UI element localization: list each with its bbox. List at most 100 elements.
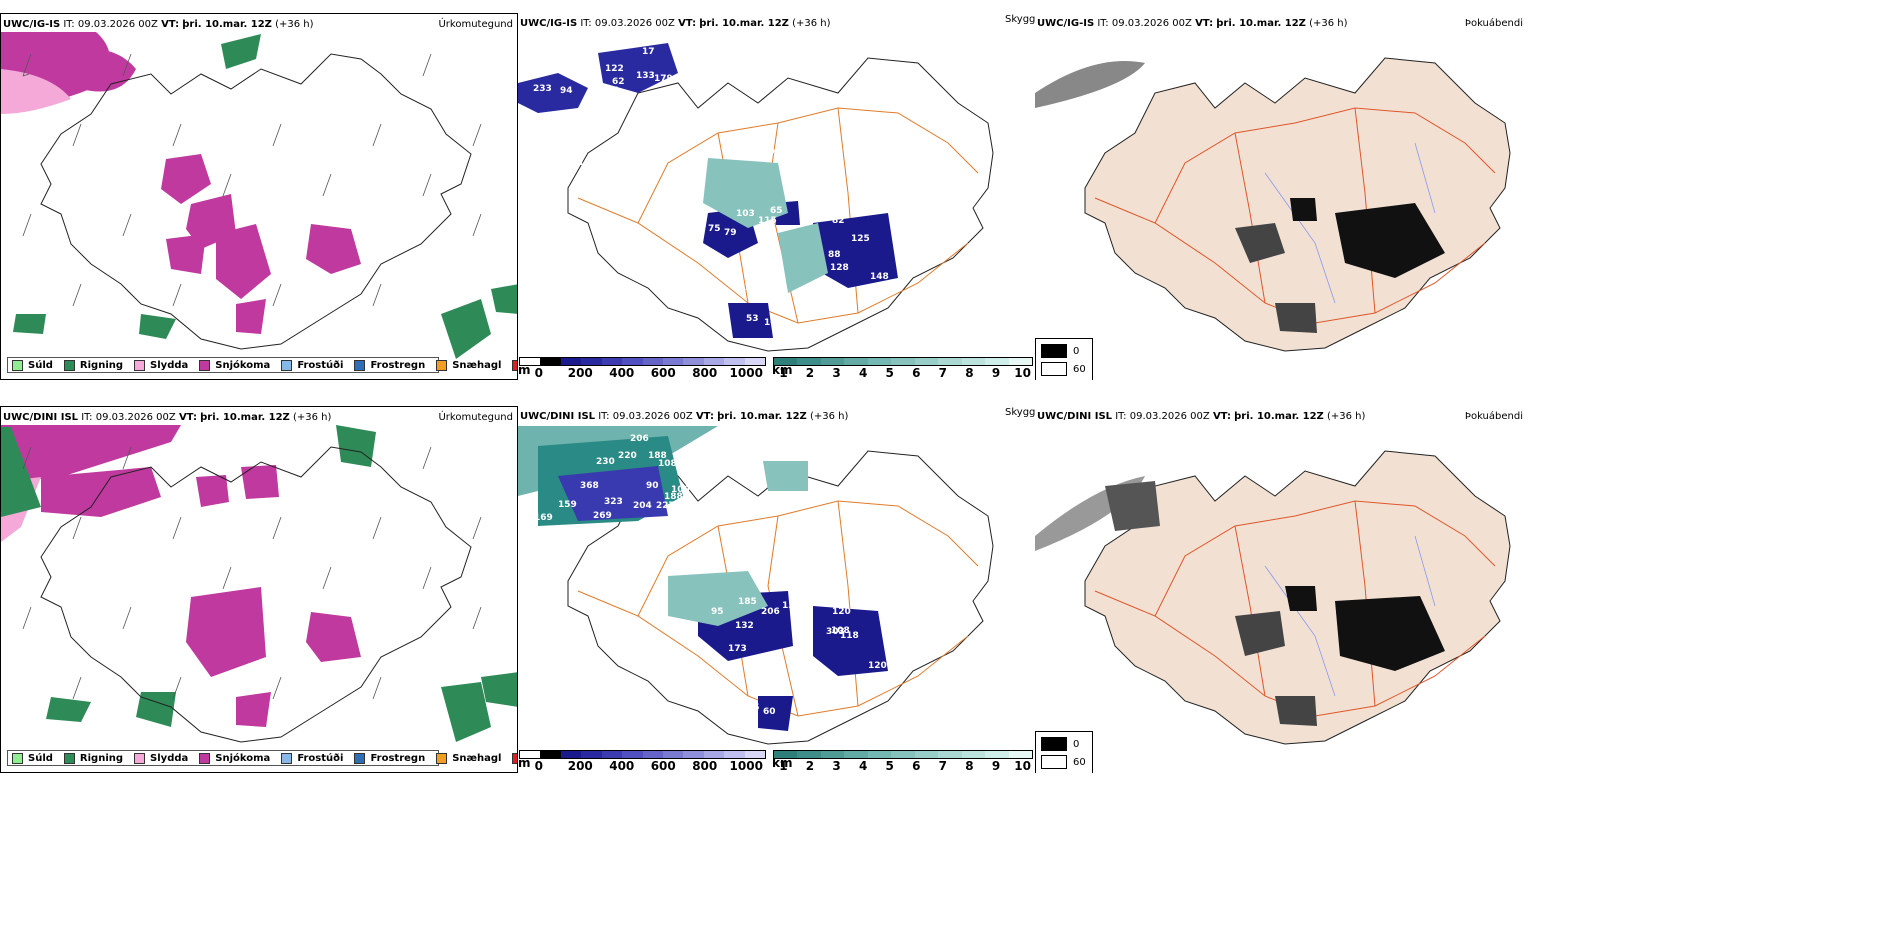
ceiling-colorbar-strip [519, 357, 766, 366]
precip-legend-item: Súld [12, 359, 53, 371]
it-value: 09.03.2026 00Z [1111, 18, 1192, 29]
ceiling-value-label: 95 [711, 607, 724, 617]
ceiling-value-label: 11 [814, 204, 827, 214]
colorbar-segment [1008, 358, 1032, 365]
ceiling-value-label: 368 [580, 481, 599, 491]
colorbar-segment [581, 751, 602, 758]
it-label: IT: [1115, 411, 1127, 422]
colorbar-tick-label: 200 [567, 366, 593, 380]
colorbar-segment [844, 751, 868, 758]
colorbar-tick-label: 10 [1014, 759, 1031, 773]
panel-title: UWC/IG-IS IT: 09.03.2026 00Z VT: þri. 10… [520, 18, 831, 29]
legend-label: Frostregn [370, 752, 426, 764]
precip-legend-item: Snæhagl [436, 359, 501, 371]
vt-value: þri. 10.mar. 12Z [699, 18, 789, 29]
legend-swatch [63, 752, 75, 764]
colorbar-segment [662, 751, 684, 758]
panel-type-label: Úrkomutegund [438, 19, 513, 30]
colorbar-tick-label: 9 [991, 759, 1001, 773]
colorbar-segment [560, 358, 582, 365]
precip-legend-item: Snæhagl [436, 752, 501, 764]
model-name: UWC/DINI ISL [520, 411, 596, 422]
colorbar-tick-label: 3 [832, 759, 841, 773]
colorbar-tick-label: 2 [805, 366, 815, 380]
ceiling-value-label: 56 [788, 527, 801, 537]
fog-areas [1035, 61, 1445, 333]
ceiling-value-label: 233 [533, 84, 552, 94]
colorbar-segment [774, 751, 798, 758]
ceiling-value-label: 179 [654, 74, 673, 84]
visibility-colorbar: 1 2 3 4 5 6 7 8 9 10 [773, 357, 1033, 380]
ceiling-colorbar-labels: 0 200 400 600 800 1000 [519, 366, 766, 380]
vt-value: þri. 10.mar. 12Z [182, 19, 272, 30]
fog-legend-item: 0 [1041, 344, 1079, 358]
ceiling-value-label: 157 [740, 283, 759, 293]
ceiling-value-label: 204 [633, 501, 652, 511]
panel-title: UWC/IG-IS IT: 09.03.2026 00Z VT: þri. 10… [3, 19, 314, 30]
colorbar-segment [622, 751, 643, 758]
colorbar-tick-label: 1000 [729, 366, 763, 380]
ceiling-value-label: 220 [618, 451, 637, 461]
ceiling-value-label: 185 [738, 597, 757, 607]
ceiling-value-label: 128 [830, 263, 849, 273]
river-network [1264, 535, 1436, 697]
wind-barbs [22, 53, 482, 307]
panel-title: UWC/IG-IS IT: 09.03.2026 00Z VT: þri. 10… [1037, 18, 1348, 29]
fog-map-svg [1035, 450, 1511, 745]
colorbar-tick-label: 200 [567, 759, 593, 773]
colorbar-tick-label: 800 [692, 759, 718, 773]
colorbar-segment [703, 751, 725, 758]
colorbar-tick-label: 3 [832, 366, 841, 380]
model-name: UWC/IG-IS [1037, 18, 1095, 29]
ceiling-value-label: 118 [840, 631, 859, 641]
ceiling-value-label: 53 [746, 314, 759, 324]
colorbar-segment [797, 751, 821, 758]
colorbar-segment [540, 358, 561, 365]
legend-label: Súld [28, 752, 53, 764]
vt-label: VT: [161, 19, 180, 30]
colorbar-segment [724, 751, 745, 758]
legend-swatch [354, 359, 366, 371]
colorbar-segment [601, 358, 623, 365]
colorbar-segment [985, 358, 1009, 365]
colorbar-tick-label: 2 [805, 759, 815, 773]
snow-area [306, 224, 361, 274]
colorbar-tick-label: 1 [779, 366, 788, 380]
ceiling-value-label: 131 [782, 601, 801, 611]
legend-label: 60 [1073, 756, 1086, 768]
colorbar-segment [703, 358, 725, 365]
legend-swatch [436, 359, 448, 371]
legend-swatch [354, 752, 366, 764]
colorbar-tick-label: 0 [534, 366, 543, 380]
colorbar-segment [601, 751, 623, 758]
ceiling-colorbar-strip [519, 750, 766, 759]
vt-label: VT: [1195, 18, 1214, 29]
ceiling-value-label: 125 [851, 234, 870, 244]
colorbar-segment [938, 358, 962, 365]
legend-label: Frostúði [297, 359, 344, 371]
colorbar-segment [581, 358, 602, 365]
vt-label: VT: [1212, 411, 1231, 422]
legend-swatch [1041, 755, 1067, 769]
legend-swatch [512, 359, 517, 371]
ceiling-colorbar-labels: 0 200 400 600 800 1000 [519, 759, 766, 773]
colorbar-tick-label: 4 [858, 759, 868, 773]
panel-type-label: Þokuábendi [1464, 411, 1523, 422]
ceiling-value-label: 13 [681, 184, 694, 194]
colorbar-tick-label: 400 [609, 759, 635, 773]
legend-label: 0 [1073, 345, 1080, 357]
legend-swatch [436, 752, 448, 764]
rain-area [441, 299, 491, 359]
colorbar-segment [914, 751, 939, 758]
ceiling-value-label: 15 [747, 703, 760, 713]
colorbar-segment [520, 751, 541, 758]
ceiling-value-label: 79 [724, 228, 737, 238]
colorbar-segment [724, 358, 745, 365]
ceiling-unit: m [518, 363, 531, 377]
rain-area [491, 284, 517, 314]
fog-indicator-panel-row2: UWC/DINI ISL IT: 09.03.2026 00Z VT: þri.… [1035, 406, 1535, 773]
colorbar-segment [938, 751, 962, 758]
legend-label: 60 [1073, 363, 1086, 375]
visibility-colorbar-labels: 1 2 3 4 5 6 7 8 9 10 [773, 759, 1033, 773]
colorbar-segment [961, 751, 986, 758]
